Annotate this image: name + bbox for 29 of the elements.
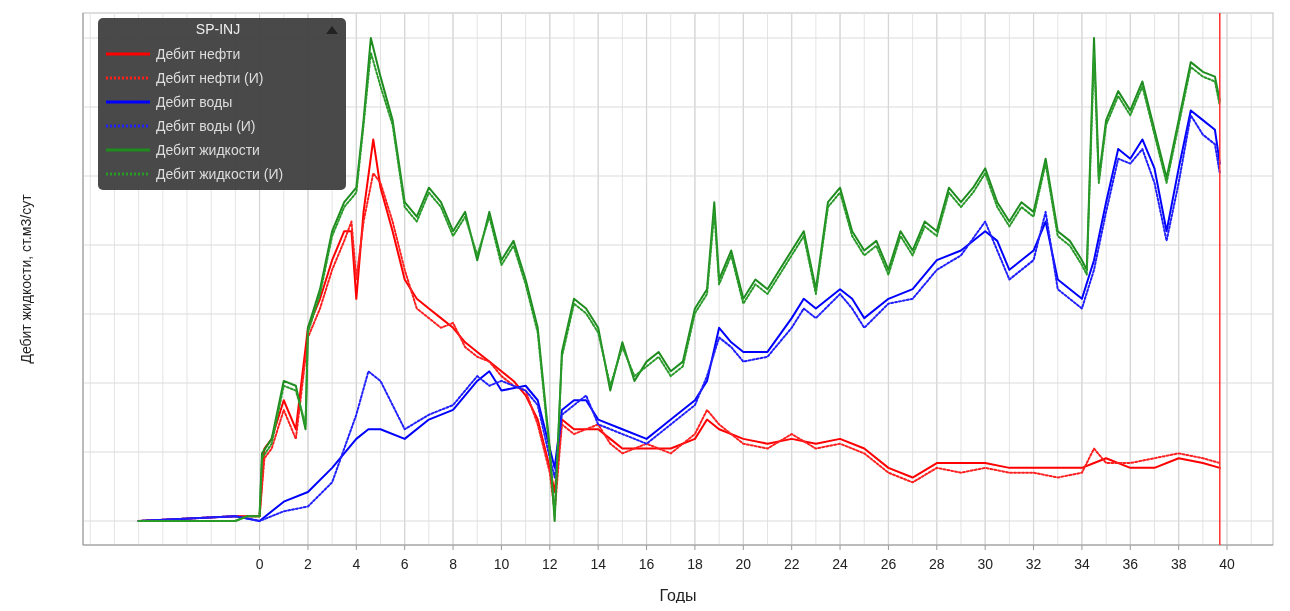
x-tick-label: 18 [687, 556, 703, 572]
legend-label: Дебит воды [156, 94, 233, 110]
legend-label: Дебит нефти [156, 46, 241, 62]
x-tick-label: 0 [255, 556, 264, 572]
x-tick-label: 14 [590, 556, 607, 572]
x-tick-label: 24 [832, 556, 849, 572]
x-tick-label: 26 [880, 556, 897, 572]
x-tick-label: 22 [783, 556, 800, 572]
x-tick-label: 8 [449, 556, 458, 572]
x-tick-label: 30 [977, 556, 994, 572]
x-tick-label: 20 [735, 556, 752, 572]
legend-title: SP-INJ [195, 21, 241, 37]
x-tick-label: 12 [542, 556, 558, 572]
x-tick-label: 6 [400, 556, 409, 572]
x-tick-label: 38 [1170, 556, 1187, 572]
legend-label: Дебит нефти (И) [156, 70, 264, 86]
x-tick-label: 34 [1074, 556, 1090, 572]
x-tick-label: 40 [1219, 556, 1236, 572]
y-axis-title: Дебит жидкости, ст.м3/сут [18, 193, 34, 364]
x-tick-label: 2 [304, 556, 313, 572]
x-tick-label: 28 [929, 556, 945, 572]
legend-label: Дебит жидкости (И) [156, 166, 284, 182]
x-tick-label: 16 [638, 556, 655, 572]
legend-label: Дебит жидкости [156, 142, 260, 158]
legend-label: Дебит воды (И) [156, 118, 256, 134]
x-tick-label: 10 [493, 556, 510, 572]
x-tick-label: 4 [352, 556, 361, 572]
x-tick-label: 32 [1025, 556, 1042, 572]
x-tick-label: 36 [1122, 556, 1139, 572]
